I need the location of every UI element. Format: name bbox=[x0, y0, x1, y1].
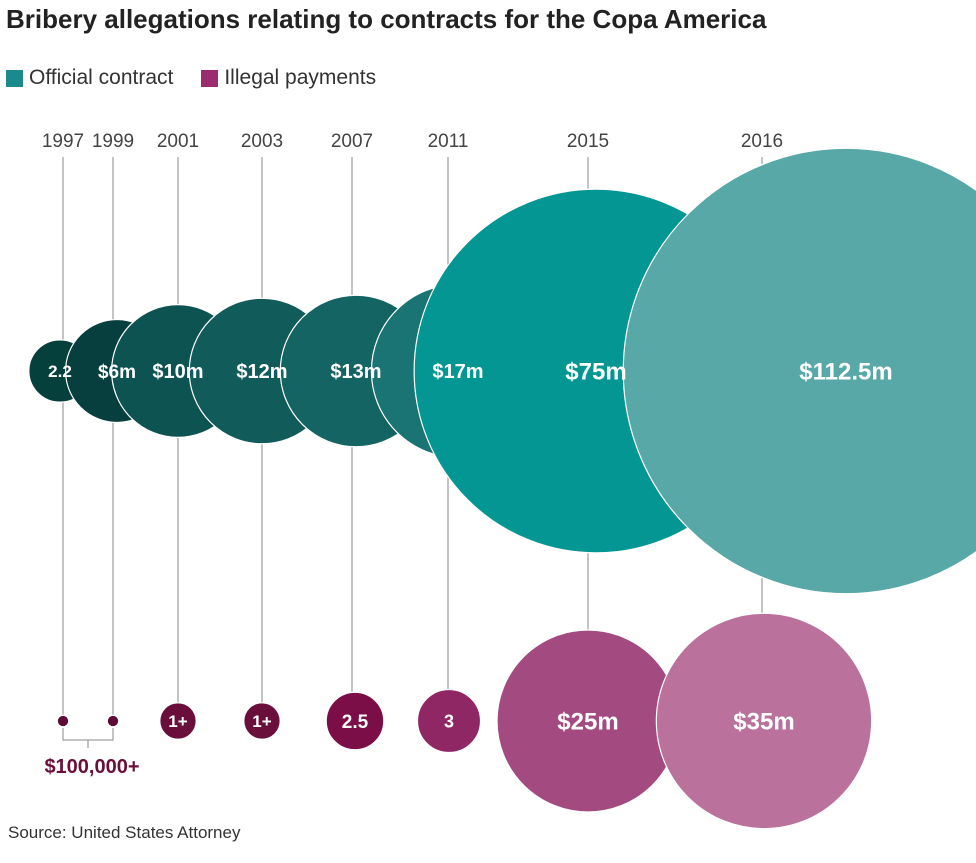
annotation-label: $100,000+ bbox=[44, 756, 139, 778]
source-note: Source: United States Attorney bbox=[8, 823, 241, 842]
legend-swatch-illegal bbox=[201, 69, 219, 87]
illegal-bubble-2016 bbox=[655, 612, 873, 830]
year-label-1999: 1999 bbox=[92, 131, 134, 152]
legend-item-official: Official contract bbox=[6, 66, 173, 90]
year-label-2016: 2016 bbox=[741, 131, 783, 152]
official-bubbles bbox=[28, 147, 976, 595]
official-value-2001: $10m bbox=[152, 361, 203, 383]
year-label-2015: 2015 bbox=[567, 131, 609, 152]
legend-label-official: Official contract bbox=[29, 66, 174, 89]
legend: Official contract Illegal payments bbox=[6, 66, 404, 90]
legend-swatch-official bbox=[6, 69, 23, 87]
year-label-1997: 1997 bbox=[42, 131, 84, 152]
official-value-2007: $13m bbox=[330, 361, 381, 383]
illegal-value-2011: 3 bbox=[444, 711, 454, 731]
official-value-2011: $17m bbox=[432, 361, 483, 383]
illegal-bubble-2011 bbox=[416, 688, 482, 754]
illegal-bubbles bbox=[56, 612, 873, 830]
illegal-bubble-2007 bbox=[325, 691, 385, 751]
illegal-value-2003: 1+ bbox=[252, 712, 271, 731]
labels: 1997 1999 2001 2003 2007 2011 2015 2016 2.2 $6m $1… bbox=[42, 131, 893, 778]
year-label-2001: 2001 bbox=[157, 131, 199, 152]
illegal-value-2007: 2.5 bbox=[342, 712, 369, 733]
illegal-value-2001: 1+ bbox=[168, 712, 187, 731]
official-value-2016: $112.5m bbox=[799, 359, 892, 386]
official-value-1999: $6m bbox=[98, 362, 136, 383]
illegal-bubble-2001 bbox=[159, 702, 197, 740]
annotation-bracket bbox=[62, 728, 114, 748]
official-value-1997: 2.2 bbox=[48, 362, 72, 381]
year-label-2007: 2007 bbox=[331, 131, 373, 152]
illegal-value-2016: $35m bbox=[733, 709, 794, 736]
chart-title: Bribery allegations relating to contract… bbox=[6, 4, 767, 34]
official-bubble-2016 bbox=[622, 147, 976, 595]
official-value-2015: $75m bbox=[565, 359, 626, 386]
legend-item-illegal: Illegal payments bbox=[201, 66, 376, 90]
illegal-value-2015: $25m bbox=[557, 709, 618, 736]
legend-label-illegal: Illegal payments bbox=[224, 66, 377, 89]
illegal-bubble-1997 bbox=[56, 714, 70, 728]
official-value-2003: $12m bbox=[236, 361, 287, 383]
year-label-2011: 2011 bbox=[428, 131, 469, 152]
year-label-2003: 2003 bbox=[241, 131, 283, 152]
illegal-bubble-1999 bbox=[106, 714, 120, 728]
illegal-bubble-2003 bbox=[243, 702, 281, 740]
